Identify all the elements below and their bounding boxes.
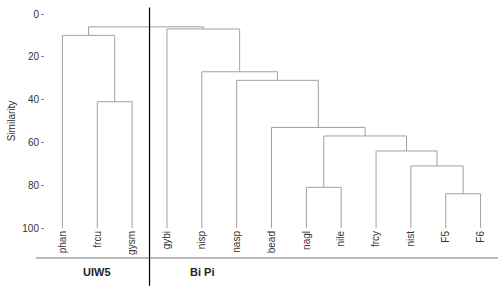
svg-text:bead: bead	[266, 231, 277, 253]
svg-text:40: 40	[28, 94, 40, 105]
svg-text:20: 20	[28, 51, 40, 62]
svg-text:60: 60	[28, 137, 40, 148]
svg-text:gybi: gybi	[161, 231, 172, 249]
svg-text:Similarity: Similarity	[6, 101, 17, 142]
svg-text:nagl: nagl	[301, 231, 312, 250]
svg-text:frcy: frcy	[370, 231, 381, 247]
svg-text:phan: phan	[57, 231, 68, 253]
svg-text:100: 100	[22, 223, 39, 234]
svg-text:nasp: nasp	[231, 231, 242, 253]
svg-text:Bi Pi: Bi Pi	[190, 266, 214, 278]
svg-text:80: 80	[28, 180, 40, 191]
svg-text:UIW5: UIW5	[83, 266, 111, 278]
svg-text:frcu: frcu	[92, 231, 103, 248]
svg-text:gysm: gysm	[126, 231, 137, 255]
svg-text:nile: nile	[335, 231, 346, 247]
svg-text:nisp: nisp	[196, 231, 207, 250]
svg-text:F5: F5	[440, 231, 451, 243]
svg-text:0: 0	[33, 9, 39, 20]
svg-text:nist: nist	[405, 231, 416, 247]
svg-text:F6: F6	[475, 231, 486, 243]
